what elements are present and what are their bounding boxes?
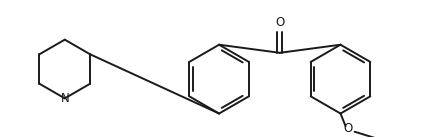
Text: N: N [60,92,69,105]
Text: O: O [343,122,353,135]
Text: O: O [275,16,284,29]
